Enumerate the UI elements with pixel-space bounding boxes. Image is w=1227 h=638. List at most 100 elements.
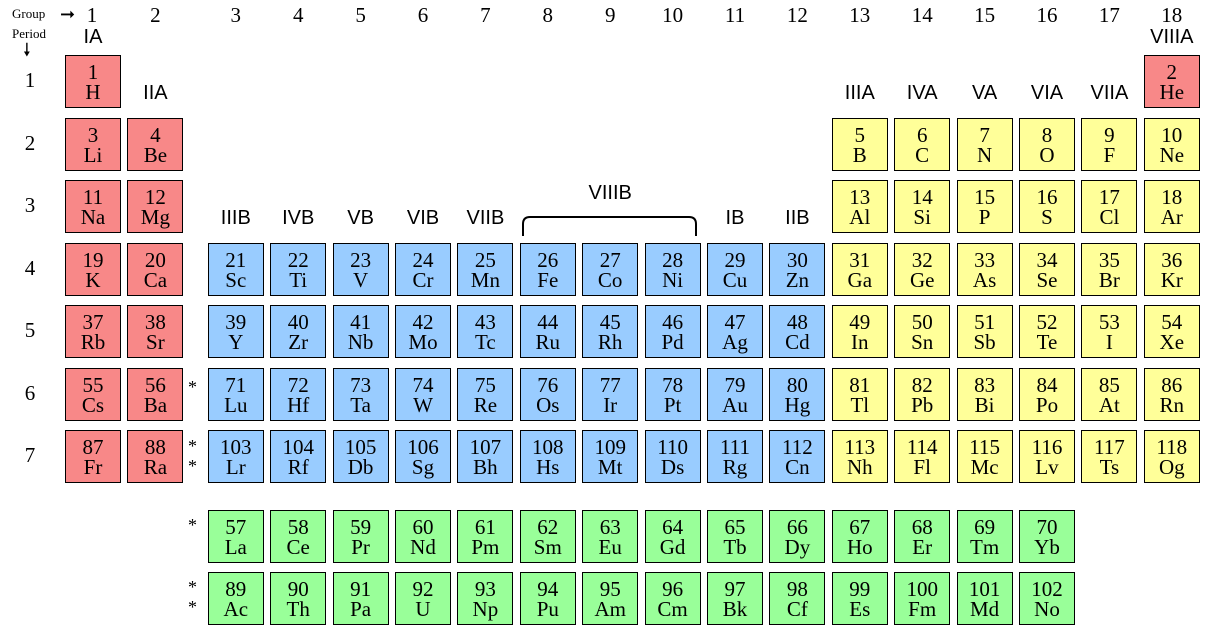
element-cell-no: 102 No	[1019, 572, 1075, 625]
element-symbol: Ta	[350, 392, 371, 417]
lanthanide-marker: *	[188, 377, 197, 397]
element-symbol: Te	[1036, 330, 1058, 354]
atomic-number: 42	[412, 310, 434, 334]
atomic-number: 70	[1036, 515, 1058, 539]
element-cell-es: 99 Es	[831, 572, 888, 625]
element-cell-bh: 107 Bh	[457, 430, 514, 483]
atomic-number: 38	[144, 310, 166, 334]
atomic-number: 2	[1166, 60, 1178, 84]
atomic-number: 3	[87, 122, 99, 147]
element-cell-y: 39 Y	[207, 305, 264, 358]
atomic-number: 103	[220, 435, 252, 459]
atomic-number: 58	[287, 515, 309, 539]
element-cell-fm: 100 Fm	[894, 572, 951, 625]
element-symbol: Cr	[412, 267, 434, 292]
element-symbol: Yb	[1034, 535, 1060, 559]
element-cell-li: 3 Li	[65, 117, 121, 171]
atomic-number: 75	[474, 372, 496, 397]
atomic-number: 76	[537, 372, 559, 397]
atomic-number: 14	[911, 185, 933, 209]
atomic-number: 69	[974, 515, 996, 539]
atomic-number: 37	[82, 310, 104, 334]
element-symbol: Pu	[536, 597, 559, 621]
element-cell-po: 84 Po	[1019, 367, 1075, 421]
element-symbol: He	[1159, 80, 1185, 104]
element-symbol: Pr	[351, 535, 370, 559]
element-cell-pm: 61 Pm	[457, 510, 514, 563]
atomic-number: 79	[724, 372, 746, 397]
element-symbol: Al	[849, 205, 871, 229]
atomic-number: 11	[82, 185, 104, 209]
element-symbol: Fl	[913, 455, 931, 479]
element-cell-os: 76 Os	[519, 367, 576, 421]
element-symbol: Tm	[970, 535, 1000, 559]
element-symbol: Ge	[909, 267, 935, 292]
group-roman-vib: VIB	[406, 207, 440, 229]
element-symbol: Po	[1035, 392, 1059, 417]
element-symbol: Os	[536, 392, 560, 417]
atomic-number: 19	[82, 247, 104, 272]
element-cell-cn: 112 Cn	[769, 430, 826, 483]
atomic-number: 50	[911, 310, 933, 334]
element-cell-ag: 47 Ag	[707, 305, 763, 358]
atomic-number: 72	[287, 372, 309, 397]
element-cell-nb: 41 Nb	[332, 305, 389, 358]
element-cell-hf: 72 Hf	[270, 367, 327, 421]
element-cell-lr: 103 Lr	[207, 430, 264, 483]
element-symbol: Rg	[722, 455, 748, 479]
atomic-number: 116	[1031, 435, 1063, 459]
element-symbol: Gd	[659, 535, 686, 559]
atomic-number: 32	[911, 247, 933, 272]
element-cell-ni: 28 Ni	[644, 242, 701, 296]
group-roman-viib: VIIB	[466, 207, 505, 229]
atomic-number: 101	[968, 577, 1001, 601]
group-roman-iiia: IIIA	[844, 82, 875, 104]
element-cell-ts: 117 Ts	[1081, 430, 1138, 483]
element-symbol: Pd	[661, 330, 684, 354]
group-label: Group	[12, 6, 46, 21]
element-symbol: Db	[347, 455, 374, 479]
atomic-number: 64	[662, 515, 684, 539]
element-symbol: Rb	[80, 330, 106, 354]
element-symbol: Pm	[471, 535, 500, 559]
group-roman-ib: IB	[725, 207, 745, 229]
group-roman-viia: VIIA	[1090, 82, 1129, 104]
element-cell-at: 85 At	[1081, 367, 1138, 421]
element-symbol: Pt	[663, 392, 682, 417]
element-symbol: Ne	[1159, 142, 1185, 167]
lanthanide-marker: *	[188, 515, 197, 535]
element-cell-sm: 62 Sm	[519, 510, 576, 563]
atomic-number: 13	[849, 185, 871, 209]
atomic-number: 5	[854, 122, 866, 147]
group-number-1: 1	[86, 3, 98, 27]
atomic-number: 77	[599, 372, 621, 397]
element-cell-sn: 50 Sn	[894, 305, 951, 358]
atomic-number: 16	[1036, 185, 1058, 209]
element-cell-mn: 25 Mn	[457, 242, 514, 296]
element-symbol: Pa	[350, 597, 372, 621]
element-symbol: Ra	[143, 455, 168, 479]
element-cell-xe: 54 Xe	[1143, 305, 1200, 358]
atomic-number: 106	[407, 435, 439, 459]
group-roman-va: VA	[971, 82, 998, 104]
atomic-number: 93	[474, 577, 496, 601]
atomic-number: 8	[1041, 122, 1053, 147]
element-cell-eu: 63 Eu	[582, 510, 639, 563]
element-symbol: Ac	[223, 597, 249, 621]
element-cell-ds: 110 Ds	[644, 430, 701, 483]
element-cell-ge: 32 Ge	[894, 242, 951, 296]
element-cell-ne: 10 Ne	[1143, 117, 1200, 171]
atomic-number: 67	[849, 515, 871, 539]
element-cell-mc: 115 Mc	[956, 430, 1013, 483]
element-cell-sr: 38 Sr	[127, 305, 184, 358]
group-roman-iia: IIA	[143, 82, 168, 104]
atomic-number: 30	[786, 247, 808, 272]
element-cell-sc: 21 Sc	[207, 242, 264, 296]
group-number-3: 3	[230, 3, 242, 27]
group-number-13: 13	[849, 3, 871, 27]
element-cell-as: 33 As	[956, 242, 1013, 296]
element-cell-cl: 17 Cl	[1081, 180, 1138, 233]
element-symbol: Xe	[1159, 330, 1185, 354]
element-symbol: Fr	[83, 455, 103, 479]
